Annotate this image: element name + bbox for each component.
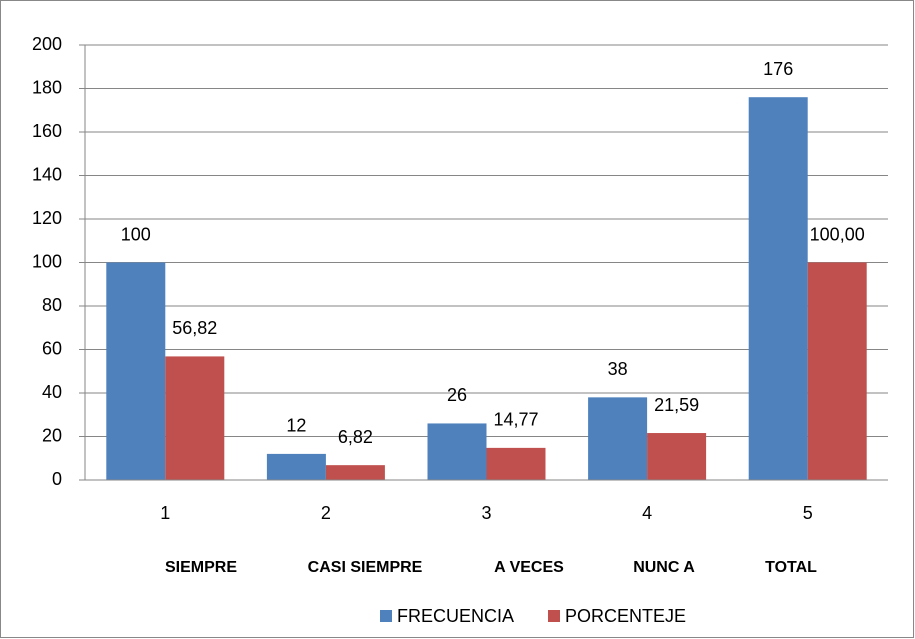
legend-label: FRECUENCIA bbox=[397, 606, 514, 626]
y-tick-label: 0 bbox=[52, 469, 62, 489]
y-tick-label: 20 bbox=[42, 425, 62, 445]
bar bbox=[266, 453, 326, 480]
y-tick-label: 40 bbox=[42, 382, 62, 402]
legend-swatch bbox=[548, 610, 560, 622]
x-tick-label: 5 bbox=[803, 503, 813, 523]
legend-swatch bbox=[380, 610, 392, 622]
bar bbox=[106, 262, 166, 480]
category-name: NUNC A bbox=[633, 559, 695, 576]
data-label: 21,59 bbox=[654, 395, 699, 415]
x-tick-label: 3 bbox=[481, 503, 491, 523]
data-label: 38 bbox=[608, 359, 628, 379]
data-label: 12 bbox=[286, 416, 306, 436]
bar bbox=[165, 356, 225, 480]
data-label: 56,82 bbox=[172, 318, 217, 338]
x-tick-label: 4 bbox=[642, 503, 652, 523]
bar bbox=[647, 433, 707, 480]
legend-label: PORCENTEJE bbox=[565, 606, 686, 626]
x-tick-label: 1 bbox=[160, 503, 170, 523]
data-label: 176 bbox=[763, 59, 793, 79]
data-label: 100 bbox=[121, 224, 151, 244]
data-label: 100,00 bbox=[810, 224, 865, 244]
y-tick-label: 200 bbox=[32, 34, 62, 54]
y-tick-label: 120 bbox=[32, 208, 62, 228]
y-tick-label: 160 bbox=[32, 121, 62, 141]
y-tick-label: 80 bbox=[42, 295, 62, 315]
y-tick-label: 60 bbox=[42, 338, 62, 358]
bar bbox=[486, 447, 546, 480]
category-name: CASI SIEMPRE bbox=[308, 559, 423, 576]
bar bbox=[748, 97, 808, 480]
bar bbox=[807, 262, 867, 480]
data-label: 6,82 bbox=[338, 427, 373, 447]
y-tick-label: 100 bbox=[32, 251, 62, 271]
bar bbox=[427, 423, 487, 480]
y-tick-label: 180 bbox=[32, 77, 62, 97]
y-tick-label: 140 bbox=[32, 164, 62, 184]
bar bbox=[588, 397, 648, 480]
bar bbox=[325, 465, 385, 480]
data-label: 14,77 bbox=[493, 410, 538, 430]
data-label: 26 bbox=[447, 385, 467, 405]
x-tick-label: 2 bbox=[321, 503, 331, 523]
category-name: A VECES bbox=[494, 559, 564, 576]
category-name: TOTAL bbox=[765, 559, 817, 576]
category-name: SIEMPRE bbox=[165, 559, 237, 576]
